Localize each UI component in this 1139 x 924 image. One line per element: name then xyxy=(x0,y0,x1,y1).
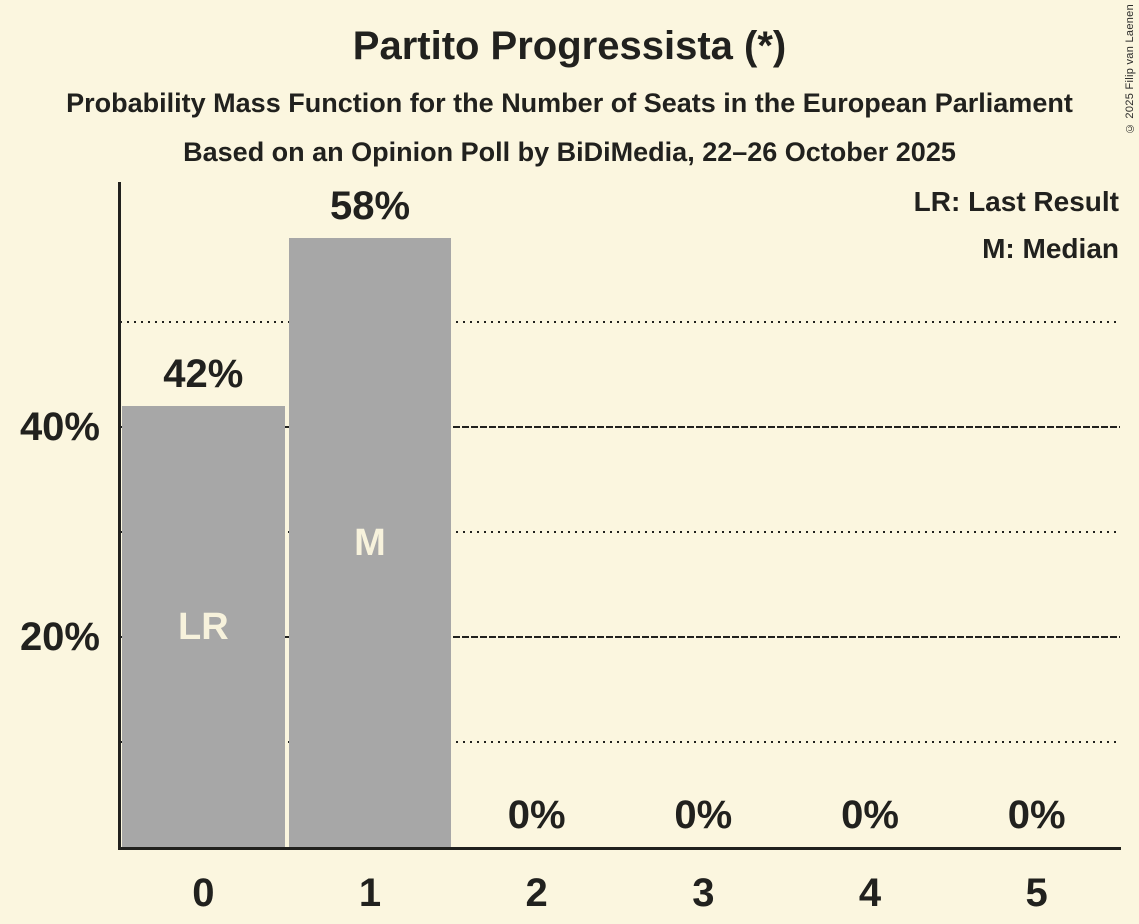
bar-value-label: 0% xyxy=(1007,793,1066,837)
bar-annotation-m: M xyxy=(354,521,386,564)
x-tick-label: 1 xyxy=(358,871,382,915)
gridline-20pct xyxy=(120,636,1120,638)
bar-value-label: 0% xyxy=(674,793,733,837)
x-tick-label: 5 xyxy=(1025,871,1048,915)
legend-median: M: Median xyxy=(982,233,1119,264)
legend-last-result: LR: Last Result xyxy=(913,186,1119,217)
chart-title: Partito Progressista (*) xyxy=(352,24,787,68)
gridline-10pct xyxy=(120,741,1120,743)
bar-annotation-lr: LR xyxy=(178,605,229,648)
gridline-50pct xyxy=(120,321,1120,323)
x-tick-label: 2 xyxy=(525,871,548,915)
bar-value-label: 42% xyxy=(163,352,244,396)
y-tick-label: 20% xyxy=(19,615,100,659)
gridline-30pct xyxy=(120,531,1120,533)
chart-poll-info: Based on an Opinion Poll by BiDiMedia, 2… xyxy=(183,137,956,167)
gridline-40pct xyxy=(120,426,1120,428)
x-axis-line xyxy=(118,847,1121,850)
bar-value-label: 0% xyxy=(507,793,566,837)
chart-legend: LR: Last Result M: Median xyxy=(914,178,1119,272)
chart-subtitle: Probability Mass Function for the Number… xyxy=(66,88,1073,118)
y-axis-line xyxy=(118,182,121,850)
bar-value-label: 58% xyxy=(329,184,411,228)
bar-seats-1 xyxy=(288,238,452,847)
x-tick-label: 0 xyxy=(192,871,215,915)
bar-seats-0 xyxy=(122,406,285,847)
x-tick-label: 3 xyxy=(692,871,715,915)
y-tick-label: 40% xyxy=(19,405,100,449)
bar-value-label: 0% xyxy=(841,793,899,837)
x-tick-label: 4 xyxy=(858,871,882,915)
